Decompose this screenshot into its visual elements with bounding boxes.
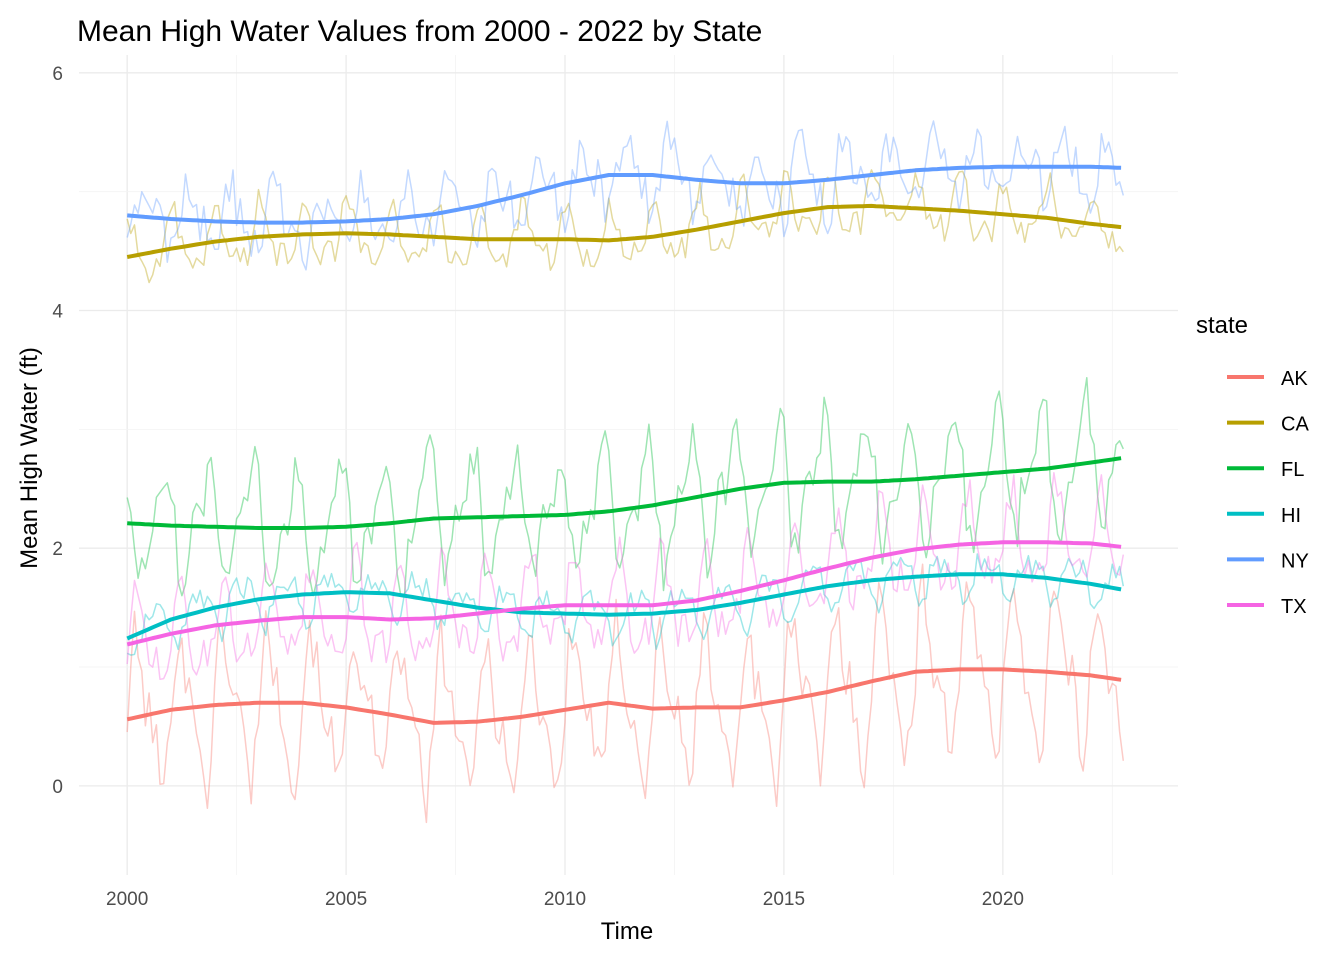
- y-axis-ticks: 0 2 4 6: [52, 64, 63, 798]
- smooth-series-ca: [126, 203, 1122, 259]
- legend-title: state: [1196, 312, 1248, 339]
- x-tick-label: 2000: [106, 889, 148, 910]
- smooth-series-fl: [127, 456, 1122, 530]
- x-tick-label: 2005: [325, 889, 367, 910]
- raw-series-group: [126, 120, 1125, 824]
- raw-series-fl: [126, 376, 1124, 597]
- legend-label-hi: HI: [1281, 505, 1301, 527]
- legend-label-ny: NY: [1281, 550, 1309, 572]
- legend-label-ak: AK: [1281, 368, 1308, 390]
- x-tick-label: 2015: [763, 889, 805, 910]
- smooth-series-group: [126, 164, 1122, 725]
- x-axis-ticks: 2000 2005 2010 2015 2020: [106, 889, 1024, 910]
- raw-series-ca: [126, 169, 1124, 284]
- chart-title: Mean High Water Values from 2000 - 2022 …: [77, 15, 762, 48]
- y-axis-title: Mean High Water (ft): [16, 347, 43, 569]
- legend-label-tx: TX: [1281, 596, 1307, 618]
- raw-series-tx: [126, 471, 1125, 681]
- y-tick-label: 0: [52, 777, 63, 798]
- x-tick-label: 2010: [544, 889, 586, 910]
- legend-label-fl: FL: [1281, 459, 1304, 481]
- legend: state AK CA FL HI NY TX: [1196, 312, 1309, 618]
- x-tick-label: 2020: [982, 889, 1024, 910]
- smooth-series-ny: [127, 164, 1122, 225]
- y-tick-label: 2: [52, 539, 63, 560]
- smooth-series-hi: [126, 572, 1122, 641]
- smooth-series-ak: [126, 667, 1122, 725]
- legend-label-ca: CA: [1281, 414, 1309, 436]
- y-tick-label: 6: [52, 64, 63, 85]
- x-axis-title: Time: [601, 918, 653, 945]
- raw-series-ny: [126, 120, 1125, 271]
- y-tick-label: 4: [52, 302, 63, 323]
- raw-series-ak: [126, 563, 1125, 824]
- grid: [79, 55, 1178, 875]
- smooth-series-tx: [126, 540, 1122, 647]
